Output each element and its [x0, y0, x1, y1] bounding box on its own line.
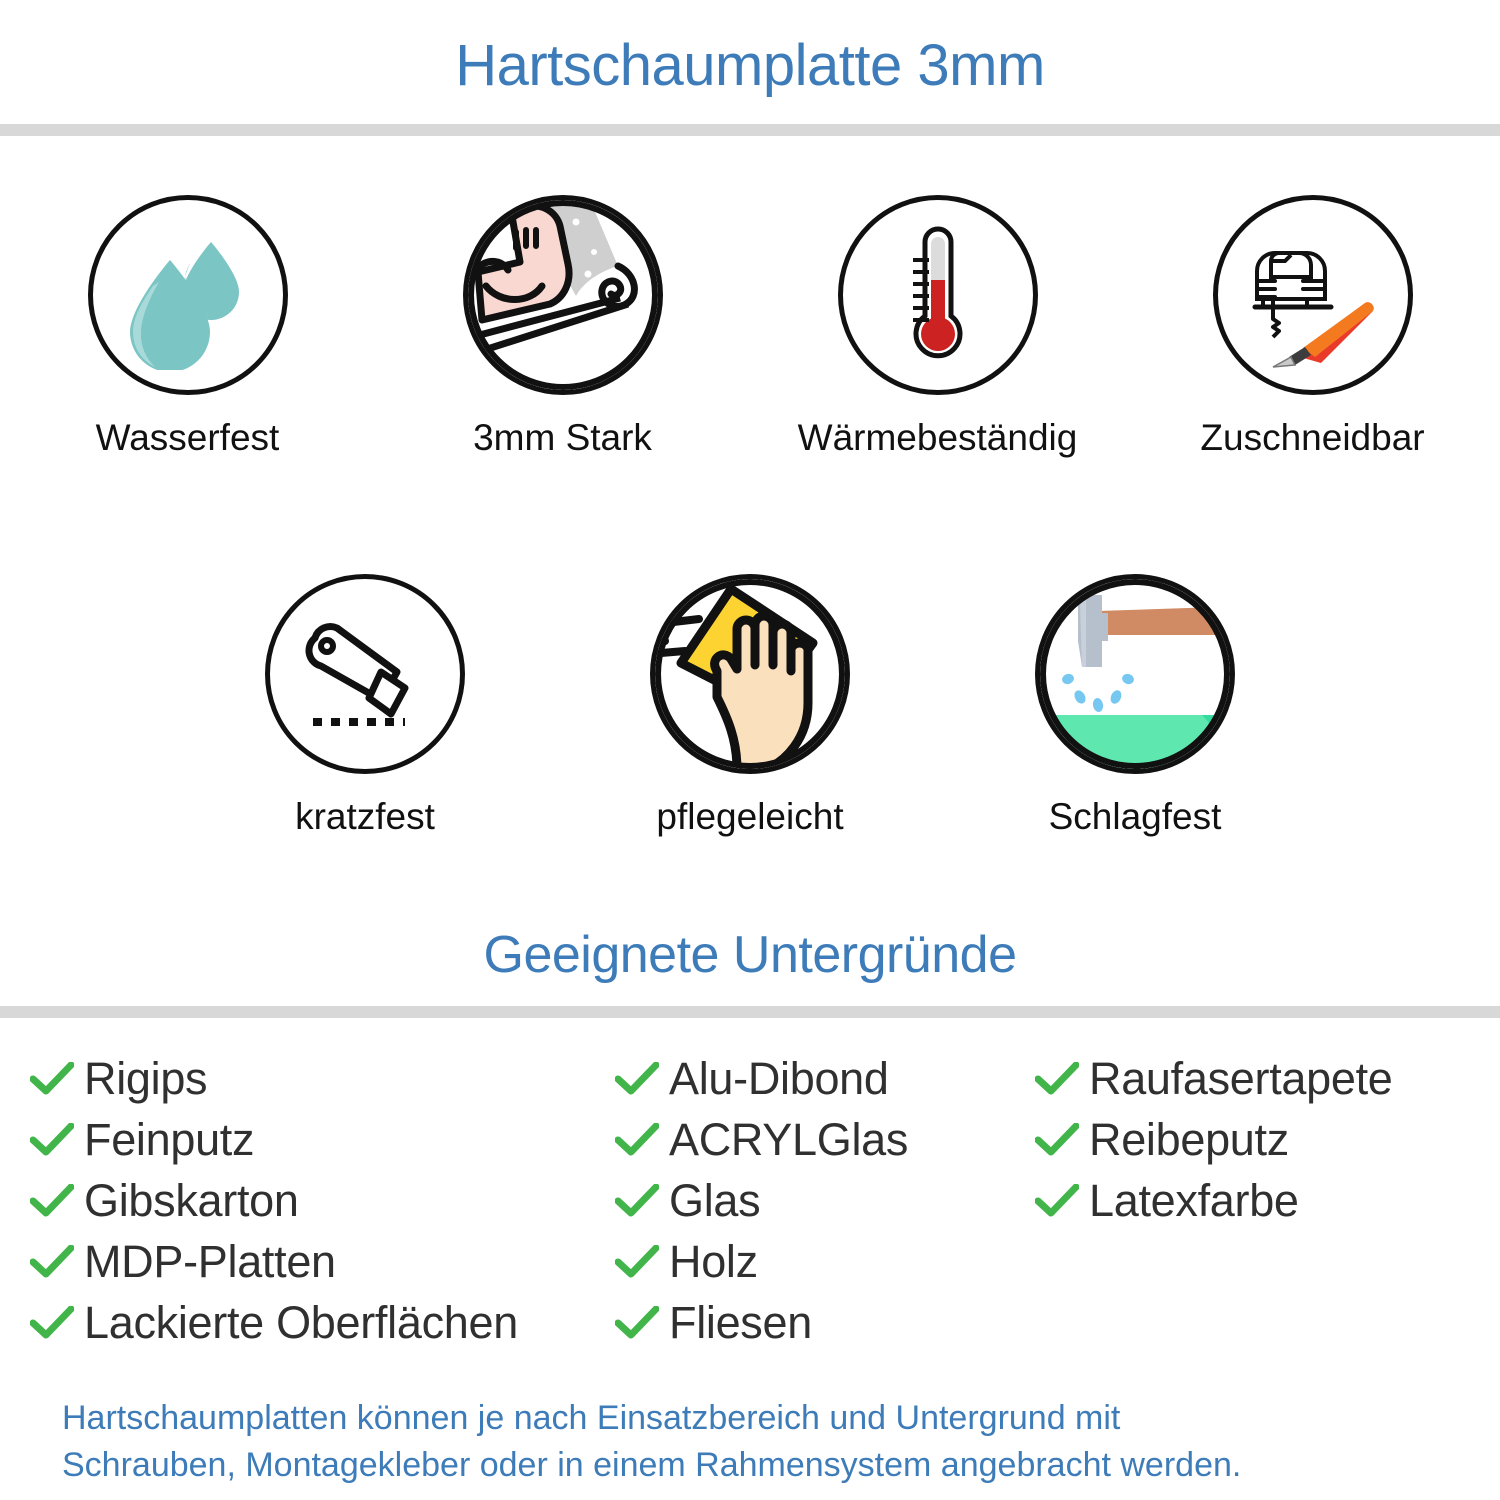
- feature-label: Zuschneidbar: [1200, 417, 1425, 458]
- check-icon: [30, 1122, 84, 1157]
- list-item: Reibeputz: [1035, 1109, 1465, 1170]
- check-icon: [30, 1305, 84, 1340]
- check-icon: [1035, 1122, 1089, 1157]
- list-item-label: Glas: [669, 1174, 761, 1226]
- list-item-label: Fliesen: [669, 1296, 812, 1348]
- page-title: Hartschaumplatte 3mm: [455, 33, 1045, 98]
- icon-circle: [1035, 574, 1235, 774]
- list-item-label: Feinputz: [84, 1113, 255, 1165]
- list-item-label: Raufasertapete: [1089, 1052, 1393, 1104]
- footer-note: Hartschaumplatten können je nach Einsatz…: [62, 1395, 1462, 1489]
- check-icon: [615, 1183, 669, 1218]
- icon-circle: [650, 574, 850, 774]
- check-icon: [615, 1122, 669, 1157]
- feature-kratzfest: kratzfest: [173, 574, 558, 838]
- feature-row-1: Wasserfest: [0, 195, 1500, 459]
- hand-wiping-cloth-icon: [655, 579, 845, 769]
- feature-pflegeleicht: pflegeleicht: [558, 574, 943, 838]
- cutter-knife-icon: [305, 623, 409, 726]
- substrates-checklist: Rigips Feinputz Gibskarton MDP-Platten: [0, 1048, 1500, 1353]
- list-item: Raufasertapete: [1035, 1048, 1465, 1109]
- feature-schlagfest: Schlagfest: [943, 574, 1328, 838]
- list-item-label: Alu-Dibond: [669, 1052, 889, 1104]
- list-item: Glas: [615, 1170, 1035, 1231]
- list-item: Alu-Dibond: [615, 1048, 1035, 1109]
- feature-label: Wasserfest: [95, 417, 280, 458]
- check-icon: [1035, 1061, 1089, 1096]
- check-icon: [30, 1244, 84, 1279]
- list-item-label: Latexfarbe: [1089, 1174, 1299, 1226]
- list-item-label: Lackierte Oberflächen: [84, 1296, 518, 1348]
- divider-top: [0, 124, 1500, 136]
- list-item-label: ACRYLGlas: [669, 1113, 909, 1165]
- check-icon: [615, 1061, 669, 1096]
- check-icon: [615, 1244, 669, 1279]
- icon-circle: [837, 195, 1038, 395]
- flexed-bicep-icon: [467, 200, 658, 390]
- icon-circle: [265, 574, 465, 774]
- substrate-column-2: Alu-Dibond ACRYLGlas Glas Holz: [615, 1048, 1035, 1353]
- icon-circle: [1212, 195, 1413, 395]
- footer-line-2: Schrauben, Montagekleber oder in einem R…: [62, 1445, 1242, 1484]
- list-item: Feinputz: [30, 1109, 615, 1170]
- feature-label: pflegeleicht: [656, 796, 844, 837]
- feature-label: Schlagfest: [1048, 796, 1222, 837]
- list-item: Fliesen: [615, 1292, 1035, 1353]
- feature-label: 3mm Stark: [473, 417, 652, 458]
- list-item: Holz: [615, 1231, 1035, 1292]
- thermometer-icon: [912, 226, 962, 359]
- feature-zuschneidbar: Zuschneidbar: [1125, 195, 1500, 459]
- check-icon: [1035, 1183, 1089, 1218]
- feature-row-2: kratzfest: [0, 574, 1500, 838]
- feature-label: Wärmebeständig: [797, 417, 1078, 458]
- feature-grid: Wasserfest: [0, 195, 1500, 838]
- icon-circle: [462, 195, 663, 395]
- list-item: Rigips: [30, 1048, 615, 1109]
- water-drops-icon: [129, 242, 239, 370]
- divider-middle: [0, 1006, 1500, 1018]
- list-item: Latexfarbe: [1035, 1170, 1465, 1231]
- substrates-heading: Geeignete Untergründe: [483, 926, 1018, 984]
- list-item-label: MDP-Platten: [84, 1235, 336, 1287]
- list-item-label: Reibeputz: [1089, 1113, 1289, 1165]
- list-item-label: Rigips: [84, 1052, 208, 1104]
- substrate-column-1: Rigips Feinputz Gibskarton MDP-Platten: [0, 1048, 615, 1353]
- feature-3mm-stark: 3mm Stark: [375, 195, 750, 459]
- feature-wasserfest: Wasserfest: [0, 195, 375, 459]
- list-item: Gibskarton: [30, 1170, 615, 1231]
- substrate-column-3: Raufasertapete Reibeputz Latexfarbe: [1035, 1048, 1465, 1353]
- check-icon: [30, 1183, 84, 1218]
- icon-circle: [87, 195, 288, 395]
- list-item-label: Holz: [669, 1235, 758, 1287]
- list-item-label: Gibskarton: [84, 1174, 299, 1226]
- check-icon: [30, 1061, 84, 1096]
- check-icon: [615, 1305, 669, 1340]
- list-item: MDP-Platten: [30, 1231, 615, 1292]
- footer-line-1: Hartschaumplatten können je nach Einsatz…: [62, 1399, 1121, 1437]
- jigsaw-cutter-icon: [1252, 251, 1374, 368]
- feature-waermebestaendig: Wärmebeständig: [750, 195, 1125, 459]
- list-item: Lackierte Oberflächen: [30, 1292, 615, 1353]
- feature-label: kratzfest: [295, 796, 435, 837]
- hammer-impact-icon: [1040, 579, 1230, 769]
- list-item: ACRYLGlas: [615, 1109, 1035, 1170]
